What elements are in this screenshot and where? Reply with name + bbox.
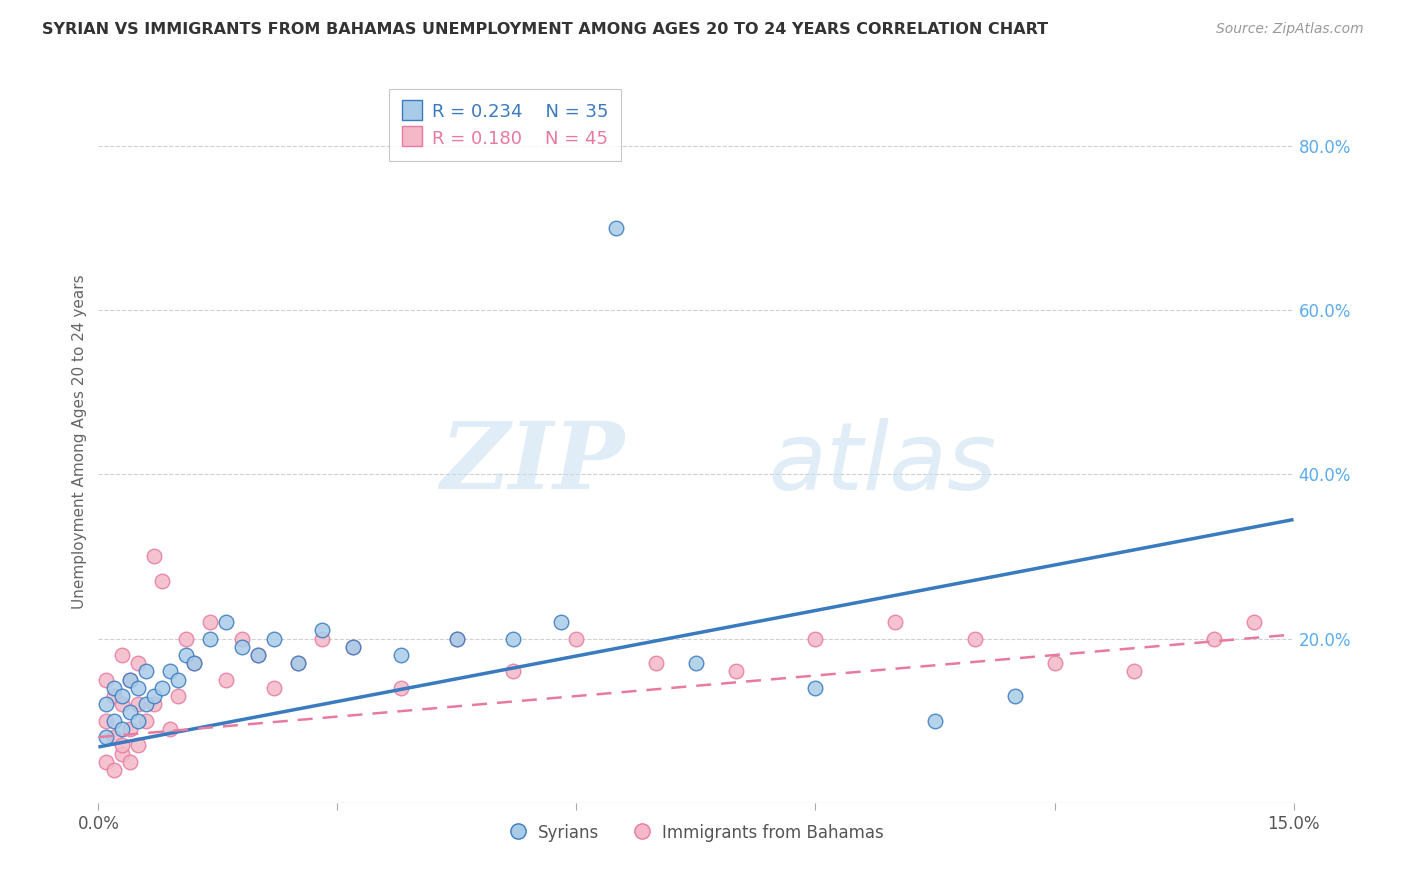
Point [804, 632, 827, 646]
Point [645, 657, 668, 671]
Point [159, 665, 181, 679]
Point [215, 615, 238, 630]
Point [231, 632, 253, 646]
Point [183, 657, 205, 671]
Point [135, 698, 157, 712]
Point [127, 714, 149, 728]
Point [96, 730, 118, 744]
Point [231, 640, 253, 654]
Point [183, 657, 205, 671]
Point [127, 681, 149, 695]
Point [127, 657, 149, 671]
Point [150, 681, 173, 695]
Point [1004, 689, 1026, 703]
Point [111, 747, 134, 761]
Point [167, 673, 190, 687]
Point [963, 632, 986, 646]
Point [1123, 665, 1146, 679]
Text: atlas: atlas [768, 417, 995, 508]
Point [143, 689, 166, 703]
Point [502, 665, 524, 679]
Point [103, 730, 125, 744]
Point [924, 714, 946, 728]
Point [120, 755, 142, 769]
Point [246, 648, 269, 662]
Point [685, 657, 707, 671]
Point [246, 648, 269, 662]
Point [111, 722, 134, 736]
Point [96, 698, 118, 712]
Point [150, 574, 173, 588]
Point [446, 632, 468, 646]
Point [127, 698, 149, 712]
Point [135, 714, 157, 728]
Point [120, 706, 142, 720]
Point [1043, 657, 1066, 671]
Point [159, 722, 181, 736]
Point [111, 698, 134, 712]
Y-axis label: Unemployment Among Ages 20 to 24 years: Unemployment Among Ages 20 to 24 years [72, 274, 87, 609]
Point [167, 689, 190, 703]
Point [446, 632, 468, 646]
Point [198, 615, 221, 630]
Point [287, 657, 309, 671]
Text: SYRIAN VS IMMIGRANTS FROM BAHAMAS UNEMPLOYMENT AMONG AGES 20 TO 24 YEARS CORRELA: SYRIAN VS IMMIGRANTS FROM BAHAMAS UNEMPL… [42, 22, 1049, 37]
Point [103, 681, 125, 695]
Point [565, 632, 588, 646]
Point [103, 763, 125, 777]
Point [96, 673, 118, 687]
Point [263, 632, 285, 646]
Point [502, 632, 524, 646]
Point [135, 665, 157, 679]
Point [342, 640, 364, 654]
Point [120, 673, 142, 687]
Point [143, 549, 166, 564]
Point [311, 632, 333, 646]
Point [103, 714, 125, 728]
Point [120, 673, 142, 687]
Point [884, 615, 907, 630]
Point [174, 648, 197, 662]
Point [1243, 615, 1265, 630]
Point [605, 221, 627, 235]
Point [174, 632, 197, 646]
Point [1202, 632, 1225, 646]
Point [103, 689, 125, 703]
Point [143, 698, 166, 712]
Point [215, 673, 238, 687]
Point [342, 640, 364, 654]
Point [96, 714, 118, 728]
Point [96, 755, 118, 769]
Point [804, 681, 827, 695]
Point [263, 681, 285, 695]
Point [724, 665, 747, 679]
Point [550, 615, 572, 630]
Legend: Syrians, Immigrants from Bahamas: Syrians, Immigrants from Bahamas [501, 817, 891, 848]
Point [287, 657, 309, 671]
Point [389, 681, 412, 695]
Point [111, 739, 134, 753]
Text: Source: ZipAtlas.com: Source: ZipAtlas.com [1216, 22, 1364, 37]
Text: ZIP: ZIP [440, 418, 624, 508]
Point [111, 648, 134, 662]
Point [198, 632, 221, 646]
Point [127, 739, 149, 753]
Point [120, 722, 142, 736]
Point [311, 624, 333, 638]
Point [389, 648, 412, 662]
Point [111, 689, 134, 703]
